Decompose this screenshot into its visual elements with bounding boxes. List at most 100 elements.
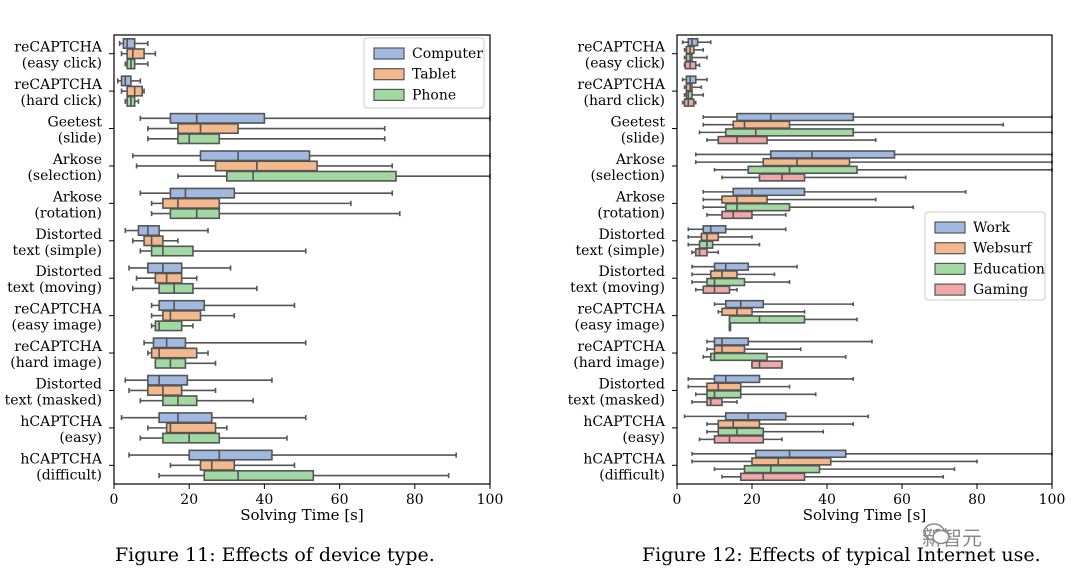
category-label: Distorted text (simple)	[576, 227, 665, 259]
x-tick-label: 0	[110, 492, 119, 508]
box-phone-7	[132, 282, 258, 294]
figure-12-caption: Figure 12: Effects of typical Internet u…	[642, 544, 1041, 566]
category-label-line-2: (easy image)	[575, 318, 665, 334]
box-work-9	[706, 337, 873, 346]
category-label: hCAPTCHA (easy)	[583, 414, 666, 446]
x-tick-label: 80	[406, 492, 424, 508]
box-computer-7	[128, 262, 232, 274]
axes-frame	[113, 34, 491, 485]
category-label-line-1: reCAPTCHA	[14, 77, 102, 93]
category-label: Distorted text (simple)	[13, 227, 102, 259]
box-iqr	[700, 232, 720, 242]
box-iqr	[713, 374, 761, 384]
box-tablet-11	[147, 422, 228, 434]
legend-label: Websurf	[973, 241, 1033, 257]
category-label-line-2: text (moving)	[7, 280, 102, 296]
category-label: reCAPTCHA (hard click)	[14, 77, 102, 109]
box-iqr	[751, 457, 832, 466]
box-gaming-1	[683, 60, 701, 70]
box-education-6	[687, 240, 761, 249]
category-label-line-1: Arkose	[615, 152, 665, 168]
legend: Work Websurf Education Gaming	[924, 211, 1046, 301]
box-work-6	[687, 225, 787, 234]
box-websurf-4	[694, 157, 1053, 167]
legend-swatch	[934, 283, 966, 296]
box-iqr	[732, 187, 806, 197]
box-iqr	[147, 374, 189, 386]
category-label-line-2: (hard image)	[10, 355, 102, 371]
box-gaming-4	[721, 173, 907, 182]
box-iqr	[687, 37, 699, 47]
x-tick-label: 40	[818, 492, 836, 508]
box-iqr	[685, 90, 693, 100]
category-label: Arkose (selection)	[590, 152, 665, 184]
category-label: reCAPTCHA (hard image)	[10, 339, 103, 371]
box-iqr	[685, 83, 693, 92]
category-label-line-1: hCAPTCHA	[583, 414, 666, 430]
legend-swatch	[934, 221, 966, 234]
box-iqr	[214, 160, 318, 172]
box-education-9	[702, 352, 847, 362]
box-iqr	[709, 352, 768, 362]
box-iqr	[713, 344, 746, 354]
category-label-line-1: reCAPTCHA	[577, 77, 665, 93]
box-iqr	[724, 299, 765, 309]
category-label: Arkose (selection)	[27, 152, 102, 184]
box-computer-6	[124, 225, 209, 237]
box-iqr	[724, 128, 855, 137]
box-gaming-5	[706, 210, 787, 220]
chart-panel-1: reCAPTCHA (easy click)reCAPTCHA (hard clic…	[5, 34, 503, 524]
box-iqr	[147, 262, 183, 274]
category-label-line-2: (hard click)	[583, 93, 665, 109]
category-label: Distorted text (masked)	[5, 376, 102, 408]
category-label-line-2: (easy click)	[585, 56, 665, 72]
box-tablet-7	[135, 272, 198, 284]
category-label-line-1: hCAPTCHA	[20, 451, 103, 467]
box-iqr	[713, 337, 750, 346]
box-iqr	[724, 412, 787, 421]
box-computer-11	[120, 412, 307, 424]
figure-11-caption: Figure 11: Effects of device type.	[115, 544, 435, 566]
axes-frame	[676, 34, 1053, 485]
legend-swatch	[373, 47, 405, 60]
box-computer-1	[118, 37, 149, 49]
box-gaming-12	[721, 472, 945, 482]
box-work-5	[702, 187, 967, 197]
category-label-line-2: text (masked)	[568, 392, 665, 408]
legend-swatch	[934, 242, 966, 255]
x-tick-label: 80	[968, 492, 986, 508]
category-label-line-2: (hard click)	[20, 93, 102, 109]
box-websurf-5	[702, 195, 877, 204]
box-websurf-11	[706, 419, 855, 429]
box-tablet-5	[150, 197, 352, 209]
box-gaming-9	[751, 360, 783, 369]
box-computer-12	[128, 449, 457, 461]
legend-swatch	[934, 262, 966, 275]
x-tick-label: 60	[331, 492, 349, 508]
category-label-line-2: text (moving)	[570, 280, 665, 296]
box-iqr	[152, 337, 187, 349]
legend-item-websurf: Websurf	[934, 241, 1033, 257]
box-iqr	[762, 157, 851, 167]
box-tablet-6	[132, 235, 179, 247]
box-phone-3	[147, 133, 386, 145]
category-label-line-1: Distorted	[598, 264, 665, 280]
legend-item-gaming: Gaming	[934, 282, 1028, 298]
legend-swatch	[373, 68, 405, 81]
box-phone-10	[139, 395, 254, 407]
box-iqr	[154, 320, 183, 332]
wechat-logo-icon	[923, 523, 950, 545]
box-phone-9	[154, 357, 217, 369]
box-education-2	[683, 90, 705, 100]
legend-label: Tablet	[412, 67, 456, 83]
legend-frame	[924, 211, 1046, 301]
box-iqr	[736, 112, 855, 122]
category-label: reCAPTCHA (hard click)	[577, 77, 665, 109]
box-iqr	[724, 202, 791, 212]
category-label-line-1: reCAPTCHA	[14, 40, 102, 56]
box-iqr	[702, 285, 731, 294]
box-computer-5	[139, 187, 394, 199]
category-label: hCAPTCHA (difficult)	[583, 451, 666, 483]
box-tablet-12	[169, 459, 296, 471]
